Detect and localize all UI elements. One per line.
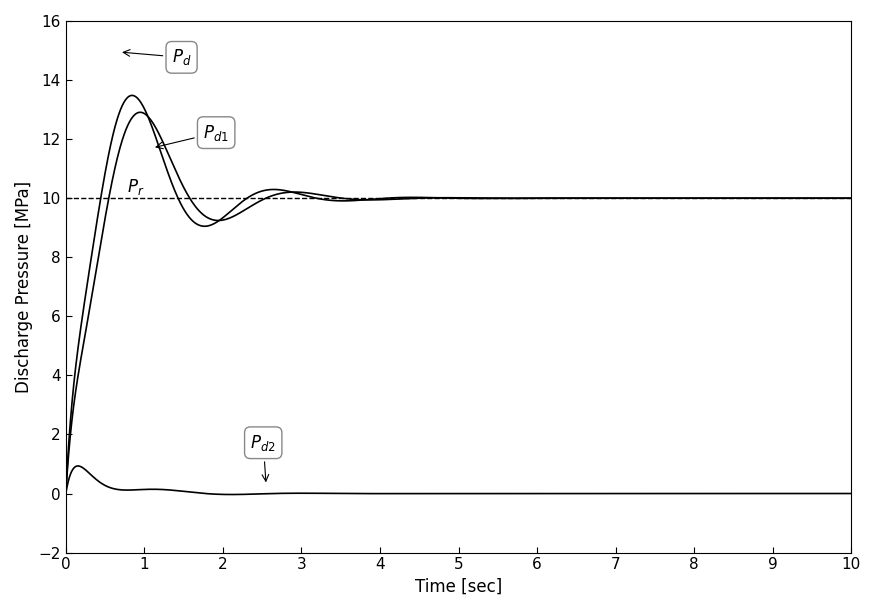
Y-axis label: Discharge Pressure [MPa]: Discharge Pressure [MPa]	[15, 181, 33, 393]
Text: $P_{d2}$: $P_{d2}$	[251, 433, 276, 481]
Text: $P_{d1}$: $P_{d1}$	[156, 123, 229, 148]
X-axis label: Time [sec]: Time [sec]	[415, 578, 502, 596]
Text: $P_r$: $P_r$	[127, 177, 145, 197]
Text: $P_d$: $P_d$	[124, 47, 191, 67]
